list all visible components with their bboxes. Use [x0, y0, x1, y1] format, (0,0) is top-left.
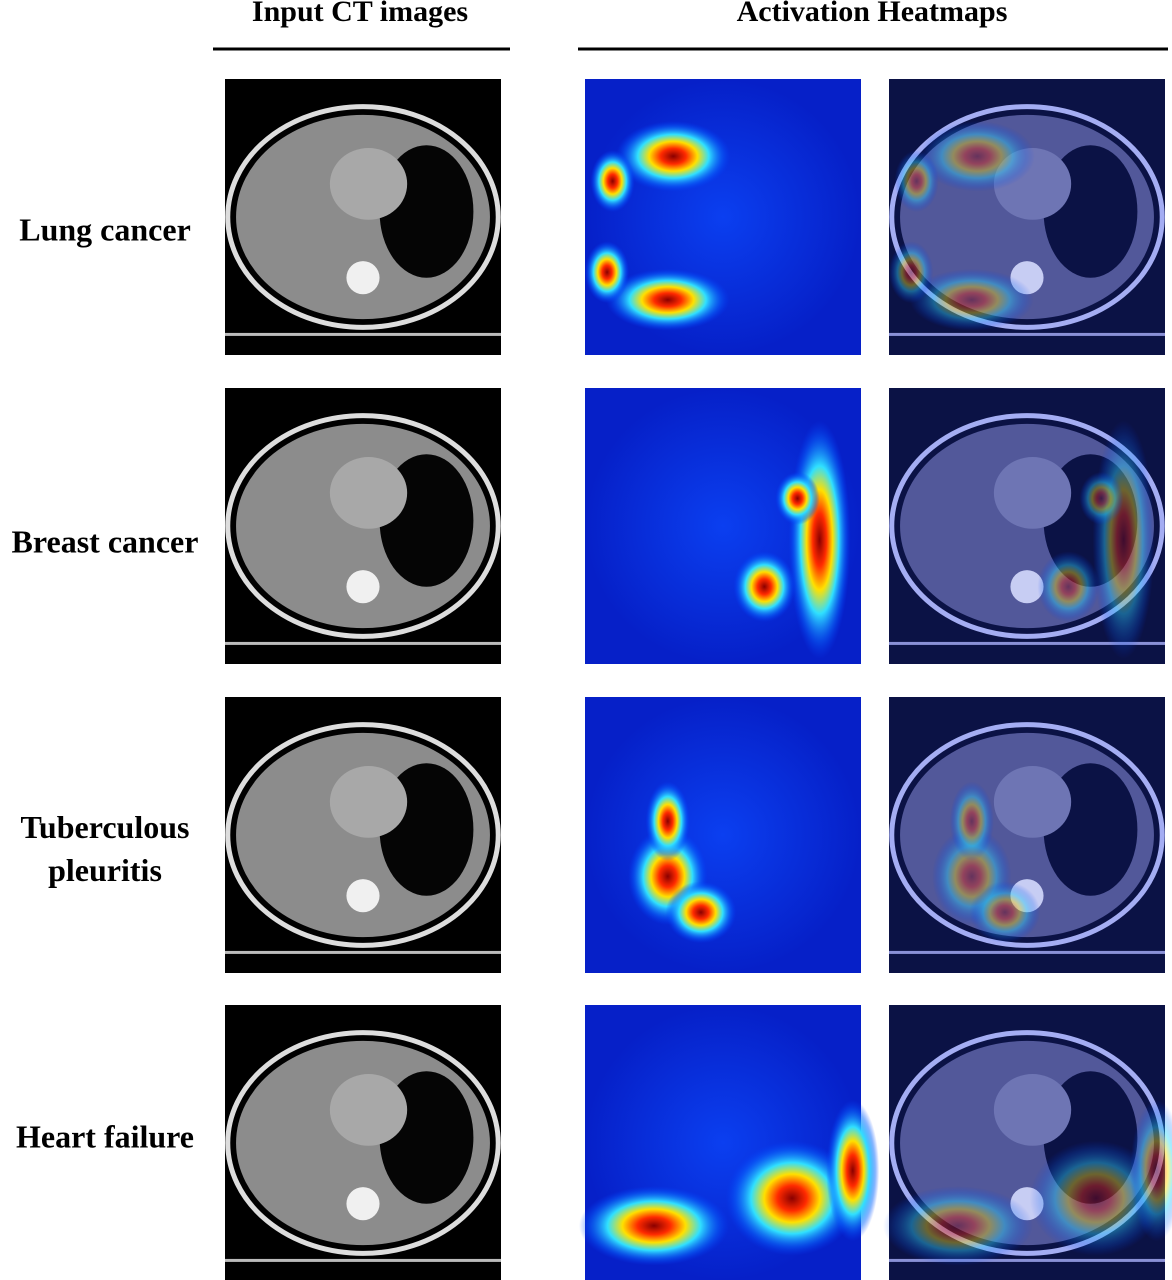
- ct-heart: [993, 766, 1072, 838]
- overlay-blob: [1037, 551, 1100, 623]
- ct-body-ring: [225, 722, 501, 948]
- ct-image: [225, 79, 501, 355]
- overlay-image: [889, 79, 1165, 355]
- ct-spine: [346, 879, 380, 913]
- heat-blob: [585, 241, 630, 304]
- ct-body-ring: [225, 413, 501, 639]
- heatmap-image: [585, 79, 861, 355]
- ct-body-ring: [889, 104, 1165, 330]
- ct-table: [225, 332, 501, 336]
- ct-table: [889, 950, 1165, 954]
- ct-heart: [329, 148, 408, 220]
- heat-blob: [665, 881, 737, 944]
- ct-spine: [346, 261, 380, 295]
- heat-blob: [733, 551, 796, 623]
- overlay-blob: [1029, 1140, 1163, 1256]
- overlay-blob: [1079, 471, 1124, 525]
- ct-body-ring: [889, 722, 1165, 948]
- ct-spine: [346, 1187, 380, 1221]
- row-label: Heart failure: [16, 1118, 194, 1154]
- ct-heart: [329, 1074, 408, 1146]
- ct-image: [225, 388, 501, 664]
- ct-heart: [329, 457, 408, 529]
- overlay-blob: [889, 241, 934, 304]
- ct-image: [225, 697, 501, 973]
- ct-table: [225, 1258, 501, 1262]
- heatmap-image: [585, 388, 861, 664]
- ct-heart: [993, 457, 1072, 529]
- overlay-blob: [909, 268, 1034, 331]
- heat-blob: [645, 781, 690, 861]
- row-label: Tuberculous: [21, 809, 190, 845]
- overlay-blob: [969, 881, 1041, 944]
- overlay-blob: [894, 150, 939, 213]
- ct-table: [889, 641, 1165, 645]
- heat-blob: [826, 1099, 880, 1242]
- row-label: Breast cancer: [12, 523, 199, 559]
- overlay-blob: [949, 781, 994, 861]
- ct-body-ring: [225, 1030, 501, 1256]
- overlay-tint: [889, 1005, 1165, 1280]
- overlay-blob: [1130, 1099, 1172, 1242]
- ct-spine: [346, 570, 380, 604]
- ct-body-ring: [889, 413, 1165, 639]
- overlay-blob: [882, 1186, 1034, 1266]
- overlay-image: [889, 697, 1165, 973]
- ct-heart: [993, 1074, 1072, 1146]
- heat-blob: [578, 1186, 730, 1266]
- heat-blob: [605, 268, 730, 331]
- overlay-tint: [889, 388, 1165, 664]
- heat-blob: [725, 1140, 859, 1256]
- row-label: Lung cancer: [19, 211, 191, 247]
- ct-table: [225, 641, 501, 645]
- heatmap-image: [585, 697, 861, 973]
- heatmap-image: [578, 1005, 880, 1280]
- heat-blob: [775, 471, 820, 525]
- heat-blob: [590, 150, 635, 213]
- overlay-blob: [919, 120, 1035, 192]
- column-title: Input CT images: [252, 0, 468, 28]
- column-title: Activation Heatmaps: [737, 0, 1008, 28]
- ct-body-ring: [225, 104, 501, 330]
- overlay-tint: [889, 79, 1165, 355]
- overlay-tint: [889, 697, 1165, 973]
- ct-table: [889, 1258, 1165, 1262]
- overlay-image: [889, 388, 1165, 664]
- heat-blob: [615, 120, 731, 192]
- ct-image: [225, 1005, 501, 1280]
- ct-spine: [1010, 570, 1044, 604]
- ct-table: [889, 332, 1165, 336]
- heat-blob: [788, 420, 851, 660]
- row-label: pleuritis: [48, 852, 162, 888]
- overlay-image: [882, 1005, 1172, 1280]
- ct-heart: [329, 766, 408, 838]
- ct-table: [225, 950, 501, 954]
